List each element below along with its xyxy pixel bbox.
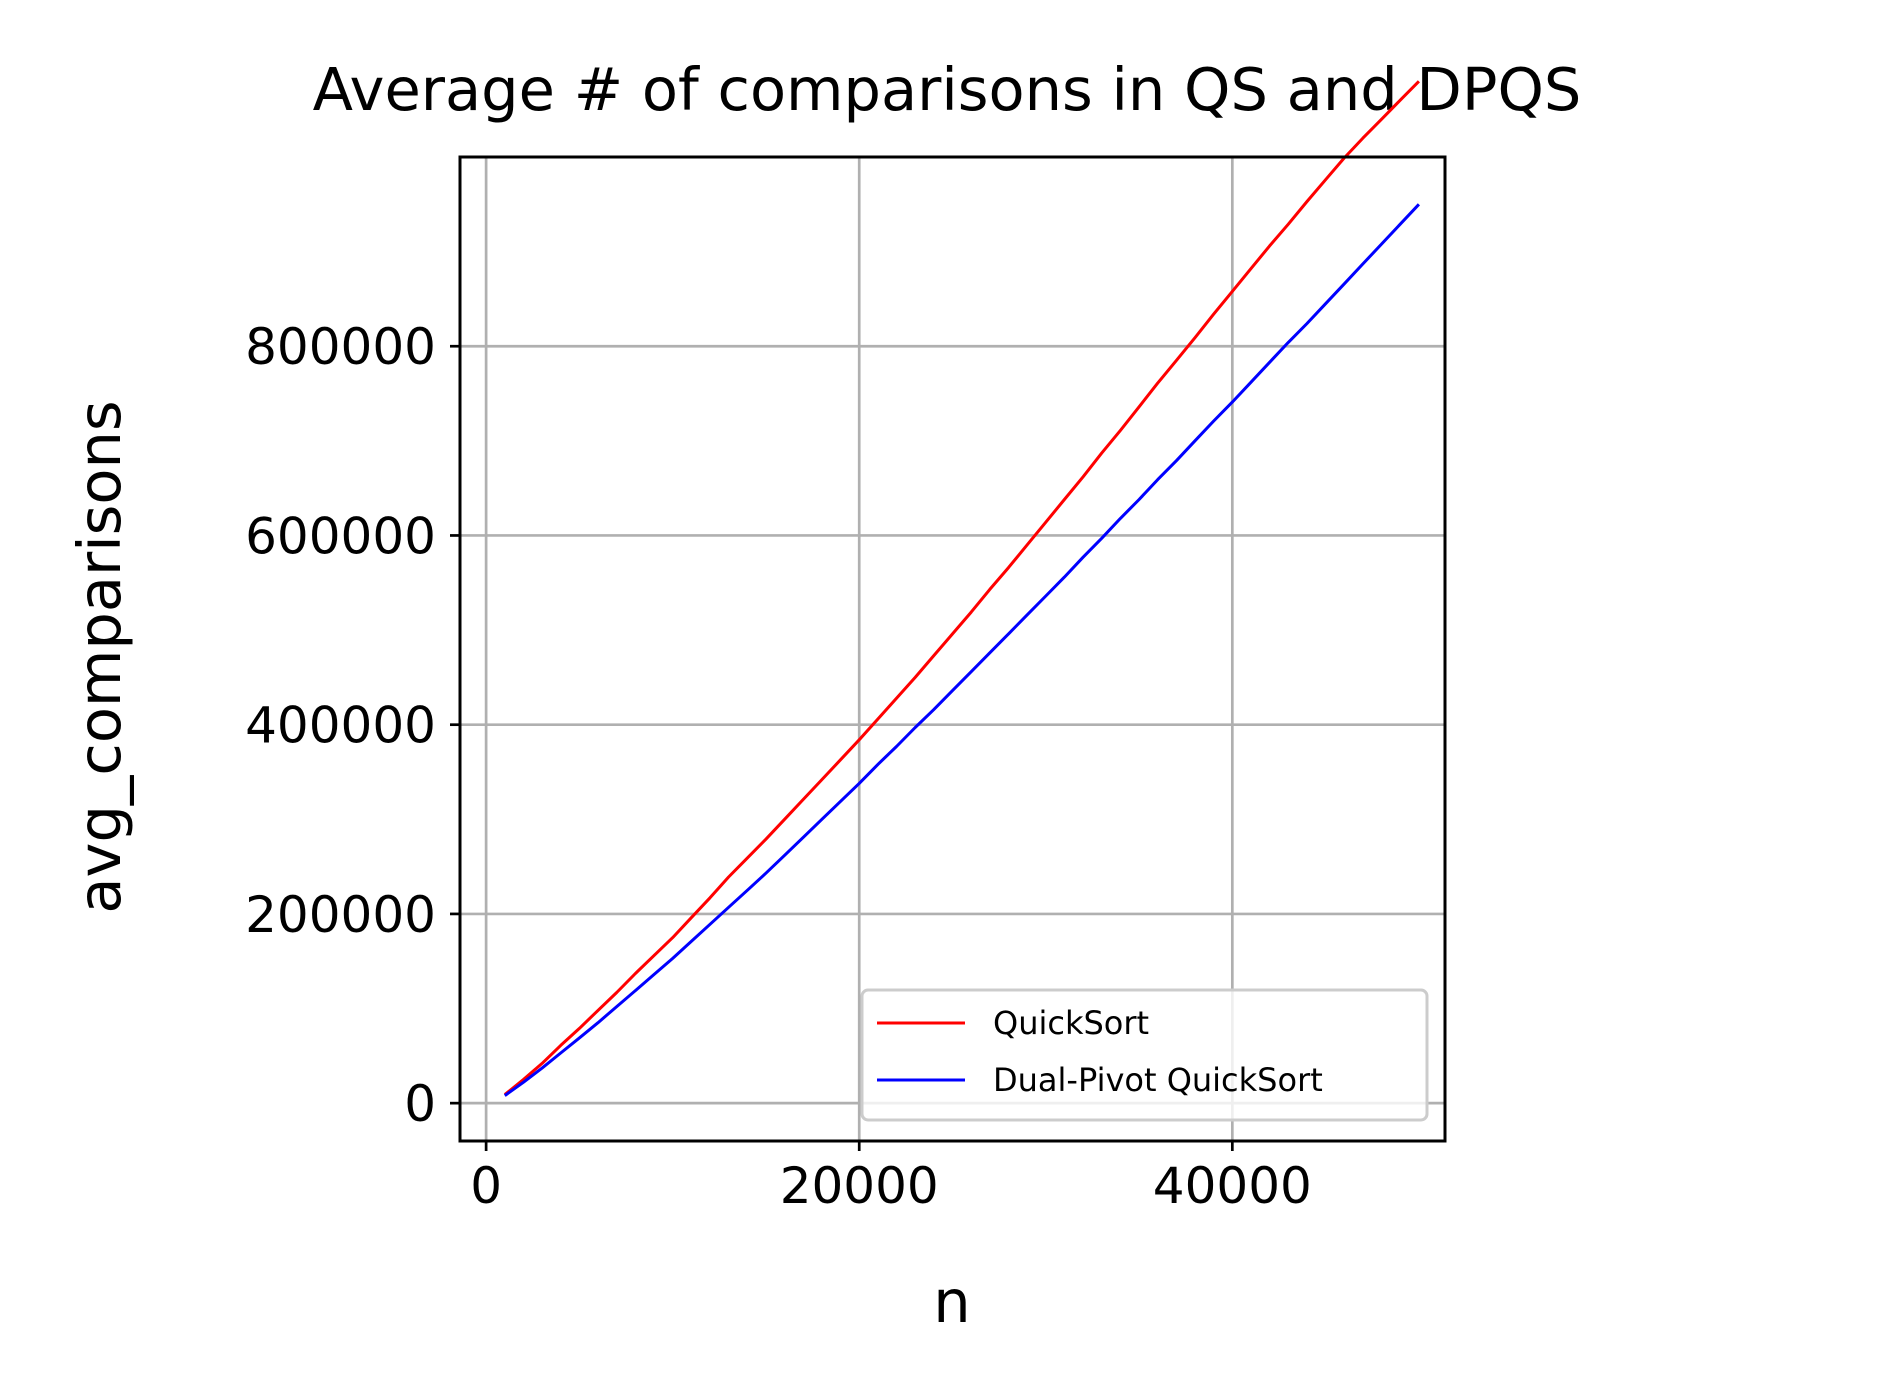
chart-title: Average # of comparisons in QS and DPQS bbox=[313, 55, 1582, 124]
x-tick-label: 40000 bbox=[1153, 1157, 1312, 1215]
legend: QuickSort Dual-Pivot QuickSort bbox=[860, 988, 1429, 1122]
y-tick-label: 200000 bbox=[245, 886, 436, 944]
x-axis-label: n bbox=[933, 1267, 970, 1336]
y-tick-label: 400000 bbox=[245, 697, 436, 755]
grid bbox=[460, 157, 1445, 1141]
legend-label-quicksort: QuickSort bbox=[993, 1004, 1149, 1042]
legend-label-dual-pivot-quicksort: Dual-Pivot QuickSort bbox=[993, 1061, 1323, 1099]
series-layer bbox=[503, 80, 1420, 1097]
plot-frame bbox=[458, 155, 1447, 1143]
y-tick-label: 0 bbox=[404, 1075, 436, 1133]
x-tick-label: 0 bbox=[470, 1157, 502, 1215]
y-axis-label: avg_comparisons bbox=[65, 400, 134, 913]
series-line-quicksort bbox=[503, 80, 1420, 1096]
y-tick-label: 800000 bbox=[245, 318, 436, 376]
legend-box bbox=[860, 988, 1429, 1122]
x-tick-label: 20000 bbox=[780, 1157, 939, 1215]
series-line-dual-pivot-quicksort bbox=[503, 203, 1420, 1097]
y-tick-label: 600000 bbox=[245, 507, 436, 565]
